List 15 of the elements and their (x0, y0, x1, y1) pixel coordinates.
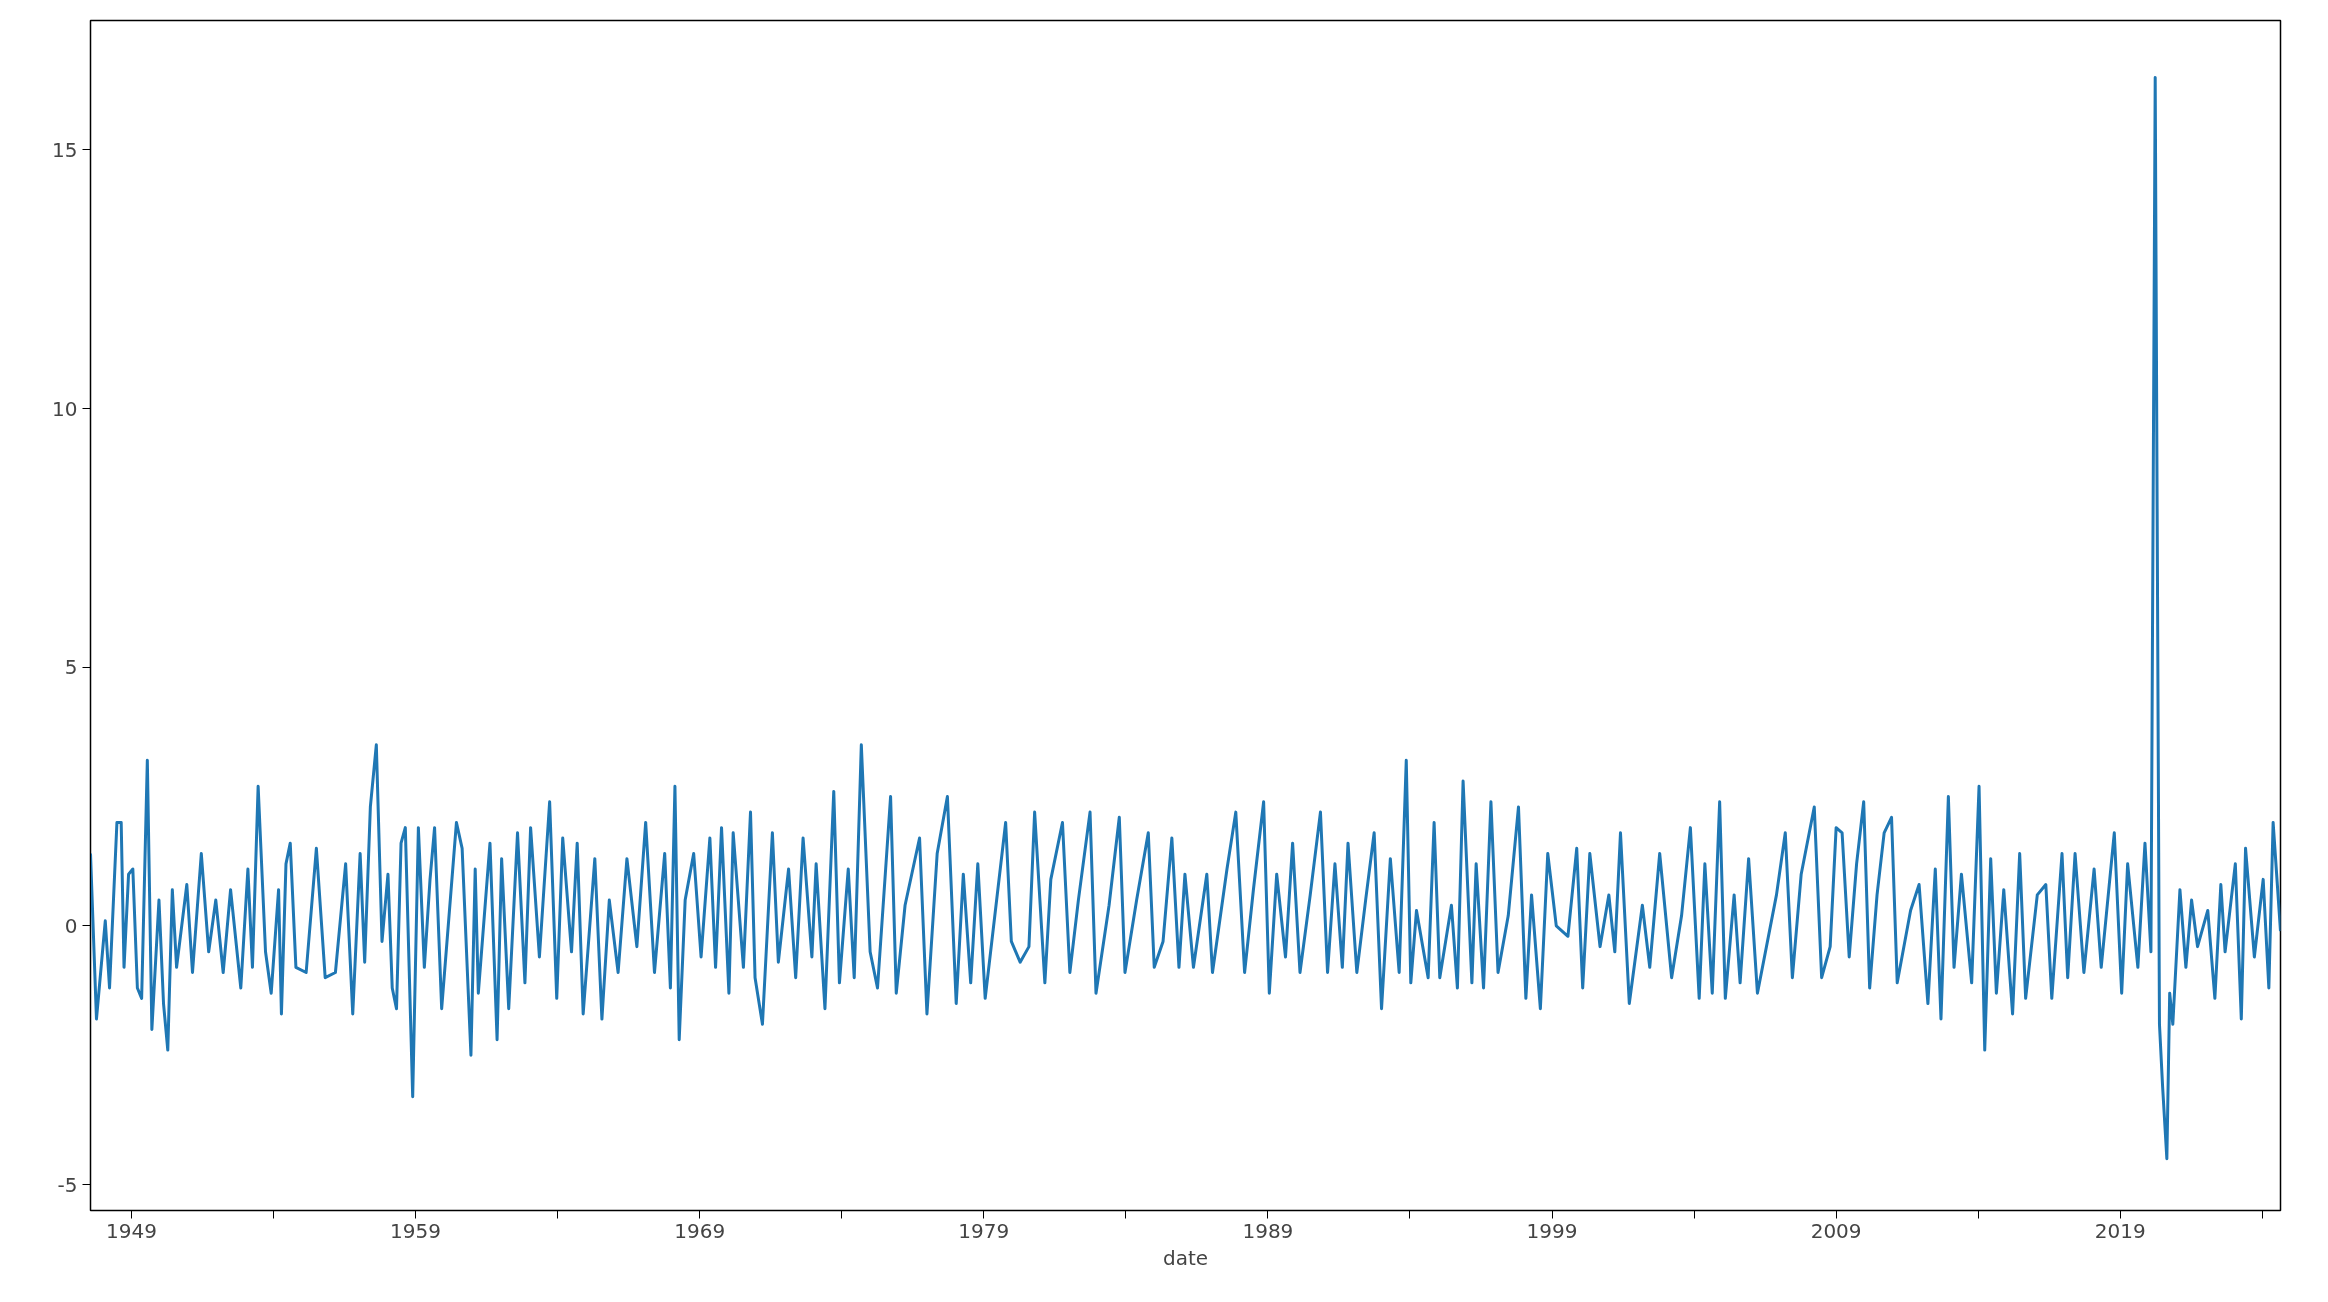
x-tick-label: 1949 (105, 1218, 157, 1243)
y-tick-label: 15 (52, 137, 78, 162)
y-tick-label: 5 (64, 655, 78, 680)
x-tick-label: 1959 (390, 1218, 441, 1243)
x-tick-label: 2019 (2094, 1218, 2146, 1243)
x-tick-label: 1979 (958, 1218, 1010, 1243)
y-tick-label: 0 (64, 913, 78, 938)
x-tick-label: 1999 (1526, 1218, 1578, 1243)
x-axis-title: date (1162, 1245, 1209, 1270)
x-tick-label: 1989 (1242, 1218, 1294, 1243)
x-tick-label: 1969 (674, 1218, 726, 1243)
line-series (90, 75, 2281, 1161)
x-tick-label: 2009 (1810, 1218, 1862, 1243)
y-tick-label: 10 (52, 396, 78, 421)
y-tick-label: -5 (57, 1172, 78, 1197)
